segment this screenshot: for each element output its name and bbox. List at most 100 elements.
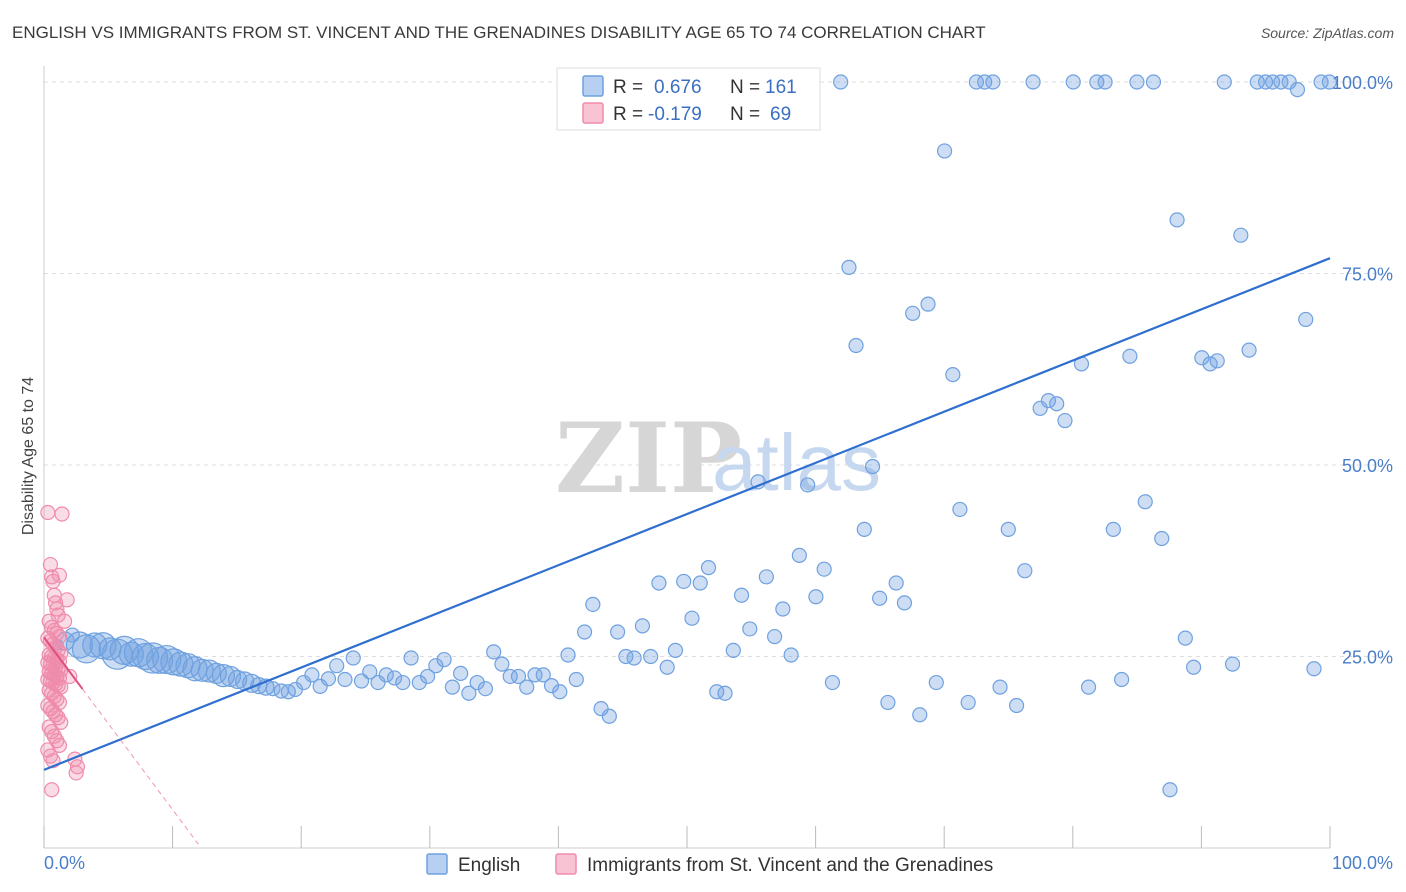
x-tick-label-0: 0.0% — [44, 853, 85, 873]
immigrant-point — [49, 733, 65, 749]
immigrant-points — [40, 504, 86, 798]
legend-english-label: English — [458, 855, 520, 876]
english-point — [1122, 348, 1138, 364]
english-point — [667, 642, 684, 658]
english-point — [1224, 656, 1241, 672]
english-point — [1216, 74, 1232, 90]
english-point — [1089, 74, 1105, 90]
english-point — [469, 674, 485, 691]
english-point — [692, 575, 708, 591]
legend-english-swatch — [426, 853, 448, 875]
english-point — [552, 684, 568, 700]
stats-english-n-label: N = — [730, 77, 760, 98]
immigrant-point — [49, 601, 65, 617]
english-point — [985, 74, 1001, 90]
english-point — [1273, 74, 1289, 90]
stats-english-r-label: R = — [613, 77, 643, 98]
stats-immigrants-n-value: 69 — [770, 104, 791, 125]
immigrants-trend-line-extension — [82, 688, 199, 845]
english-point — [1281, 74, 1297, 90]
english-point — [880, 694, 896, 711]
english-point — [684, 610, 700, 626]
legend-immigrants-label: Immigrants from St. Vincent and the Gren… — [587, 855, 993, 876]
english-point — [601, 708, 617, 724]
english-point — [160, 648, 188, 676]
english-point — [758, 569, 774, 585]
english-point — [436, 651, 452, 668]
english-trend-line — [43, 257, 1331, 771]
english-point — [1025, 74, 1041, 90]
english-point — [1233, 227, 1249, 243]
english-point — [519, 679, 535, 695]
english-point — [1194, 350, 1210, 366]
stats-english-r-value: 0.676 — [654, 77, 702, 98]
immigrant-point — [68, 765, 84, 781]
english-point — [1162, 782, 1178, 798]
immigrant-point — [62, 668, 78, 685]
english-point — [833, 74, 849, 90]
english-point — [494, 656, 510, 672]
chart-source: Source: ZipAtlas.com — [1261, 25, 1394, 41]
english-point — [856, 521, 872, 537]
immigrant-point — [47, 595, 64, 611]
legend: English Immigrants from St. Vincent and … — [426, 853, 993, 876]
english-point — [791, 547, 807, 563]
english-point — [1032, 400, 1048, 416]
y-tick-label-1: 50.0% — [1342, 456, 1393, 476]
english-point — [912, 707, 928, 723]
english-point — [968, 74, 985, 90]
english-point — [461, 685, 477, 701]
chart-title: ENGLISH VS IMMIGRANTS FROM ST. VINCENT A… — [12, 23, 986, 42]
y-tick-labels: 25.0% 50.0% 75.0% 100.0% — [1332, 73, 1393, 668]
english-point — [977, 74, 993, 90]
english-point — [527, 667, 543, 683]
english-point — [312, 678, 328, 694]
english-point — [444, 679, 460, 695]
english-point — [905, 305, 921, 321]
english-point — [952, 501, 968, 518]
stats-english-n-value: 161 — [765, 77, 797, 98]
stats-immigrants-r-label: R = — [613, 104, 643, 125]
english-point — [888, 575, 904, 591]
english-point — [676, 573, 692, 590]
english-point — [775, 601, 791, 617]
watermark: ZIP atlas — [555, 402, 881, 515]
watermark-zip: ZIP — [555, 402, 742, 515]
english-point — [945, 367, 961, 383]
stats-english-swatch — [582, 75, 604, 97]
immigrant-point — [41, 719, 57, 735]
y-tick-label-2: 75.0% — [1342, 265, 1393, 285]
english-point — [816, 561, 832, 577]
english-point — [543, 678, 560, 694]
english-point — [1105, 521, 1121, 537]
english-point — [477, 681, 494, 697]
english-point — [1145, 74, 1162, 90]
english-point — [362, 664, 378, 680]
english-point — [568, 671, 584, 688]
english-point — [296, 674, 312, 691]
stats-immigrants-swatch — [582, 102, 604, 124]
english-point — [1186, 659, 1202, 675]
english-point — [1114, 671, 1130, 688]
english-point — [428, 658, 444, 674]
english-point — [1080, 679, 1097, 695]
axes — [43, 66, 1331, 849]
y-tick-label-0: 25.0% — [1342, 648, 1393, 668]
english-point — [1321, 74, 1337, 90]
english-point — [395, 674, 411, 691]
english-point — [486, 644, 502, 660]
english-point — [766, 628, 783, 645]
english-point — [1008, 697, 1025, 714]
immigrant-point — [46, 728, 62, 744]
english-point — [725, 642, 741, 658]
english-point — [453, 665, 469, 681]
english-point — [864, 458, 881, 475]
immigrant-point — [50, 710, 66, 726]
english-point — [1313, 74, 1329, 90]
english-point — [1298, 311, 1314, 328]
english-point — [1017, 563, 1033, 579]
english-point — [1057, 412, 1073, 429]
english-point — [1049, 396, 1065, 412]
english-point — [651, 575, 667, 591]
